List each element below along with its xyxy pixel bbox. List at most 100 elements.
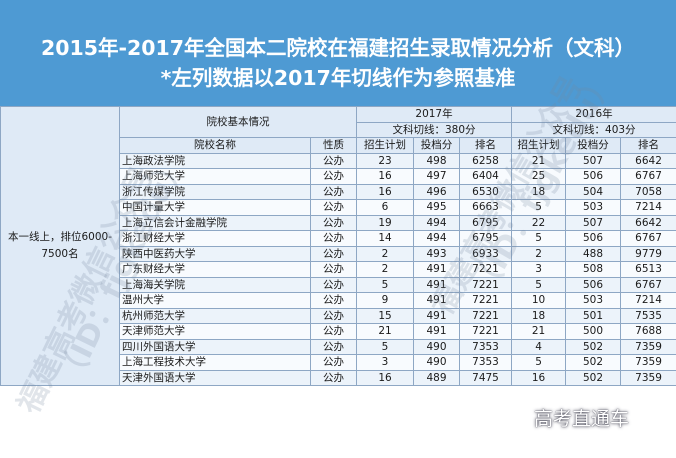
school-type: 公办 [310,307,357,324]
plan-2016: 16 [511,369,567,386]
plan-2017: 14 [356,230,414,247]
rank-2017: 6933 [458,245,513,262]
col-header-type: 性质 [310,137,357,154]
school-name: 四川外国语大学 [119,338,311,355]
plan-2016: 18 [511,183,567,200]
col-header-score-2016: 投档分 [565,137,622,154]
school-type: 公办 [310,230,357,247]
plan-2017: 9 [356,292,414,309]
score-2017: 493 [413,245,460,262]
score-2017: 491 [413,323,460,340]
rank-2016: 7359 [620,338,676,355]
page-title: 2015年-2017年全国本二院校在福建招生录取情况分析（文科） [40,36,636,60]
table-row: 浙江传媒学院 公办 16 496 6530 18 504 7058 [1,183,676,200]
score-2016: 501 [565,307,622,324]
score-2017: 494 [413,214,460,231]
plan-2017: 6 [356,199,414,216]
plan-2016: 25 [511,168,567,185]
plan-2017: 2 [356,261,414,278]
rank-2016: 7535 [620,307,676,324]
school-type: 公办 [310,292,357,309]
plan-2016: 18 [511,307,567,324]
school-name: 天津外国语大学 [119,369,311,386]
school-name: 上海政法学院 [119,152,311,169]
rank-2017: 6795 [458,230,513,247]
plan-2016: 5 [511,230,567,247]
rank-2016: 7359 [620,354,676,371]
row-group-label: 本一线上，排位6000-7500名 [0,106,120,386]
score-2016: 503 [565,292,622,309]
title-banner: 2015年-2017年全国本二院校在福建招生录取情况分析（文科） *左列数据以2… [0,0,676,106]
score-2017: 491 [413,276,460,293]
plan-2017: 16 [356,369,414,386]
score-2016: 507 [565,152,622,169]
plan-2016: 10 [511,292,567,309]
col-header-score-2017: 投档分 [413,137,460,154]
plan-2017: 16 [356,168,414,185]
school-type: 公办 [310,261,357,278]
school-type: 公办 [310,276,357,293]
school-name: 中国计量大学 [119,199,311,216]
rank-2017: 7221 [458,292,513,309]
header-row-columns: 院校名称 性质 招生计划 投档分 排名 招生计划 投档分 排名 [1,137,676,154]
table-row: 上海政法学院 公办 23 498 6258 21 507 6642 [1,152,676,169]
rank-2017: 7221 [458,261,513,278]
school-name: 上海立信会计金融学院 [119,214,311,231]
plan-2016: 4 [511,338,567,355]
col-header-rank-2016: 排名 [620,137,676,154]
rank-2017: 6663 [458,199,513,216]
rank-2016: 6513 [620,261,676,278]
score-2016: 506 [565,276,622,293]
col-header-plan-2017: 招生计划 [356,137,414,154]
score-2016: 506 [565,230,622,247]
school-name: 天津师范大学 [119,323,311,340]
table-row: 上海师范大学 公办 16 497 6404 25 506 6767 [1,168,676,185]
header-row-cutline: 文科切线：380分 文科切线：403分 [1,121,676,138]
rank-2016: 7359 [620,369,676,386]
plan-2016: 2 [511,245,567,262]
score-2017: 491 [413,307,460,324]
row-group-label-text: 本一线上，排位6000-7500名 [7,231,112,260]
plan-2016: 22 [511,214,567,231]
plan-2017: 2 [356,245,414,262]
plan-2016: 3 [511,261,567,278]
school-type: 公办 [310,354,357,371]
rank-2016: 6767 [620,168,676,185]
score-2016: 488 [565,245,622,262]
table-row: 杭州师范大学 公办 15 491 7221 18 501 7535 [1,307,676,324]
score-2016: 502 [565,369,622,386]
rank-2017: 7221 [458,276,513,293]
plan-2017: 3 [356,354,414,371]
school-type: 公办 [310,214,357,231]
rank-2017: 7221 [458,307,513,324]
admission-table: 本一线上，排位6000-7500名 院校基本情况 2017年 2016年 文科切… [0,106,676,386]
table-row: 陕西中医药大学 公办 2 493 6933 2 488 9779 [1,245,676,262]
plan-2016: 21 [511,152,567,169]
rank-2017: 7353 [458,354,513,371]
score-2017: 491 [413,261,460,278]
rank-2017: 6404 [458,168,513,185]
score-2016: 508 [565,261,622,278]
rank-2016: 6767 [620,276,676,293]
score-2017: 494 [413,230,460,247]
rank-2017: 7221 [458,323,513,340]
score-2017: 490 [413,354,460,371]
rank-2016: 6767 [620,230,676,247]
plan-2017: 16 [356,183,414,200]
rank-2016: 7214 [620,199,676,216]
col-header-name: 院校名称 [119,137,311,154]
plan-2017: 23 [356,152,414,169]
rank-2016: 9779 [620,245,676,262]
score-2016: 507 [565,214,622,231]
score-2017: 497 [413,168,460,185]
school-type: 公办 [310,168,357,185]
score-2017: 498 [413,152,460,169]
score-2017: 496 [413,183,460,200]
plan-2016: 5 [511,276,567,293]
score-2016: 502 [565,354,622,371]
school-name: 温州大学 [119,292,311,309]
header-year-2016: 2016年 [511,106,676,123]
rank-2017: 7353 [458,338,513,355]
rank-2017: 6258 [458,152,513,169]
